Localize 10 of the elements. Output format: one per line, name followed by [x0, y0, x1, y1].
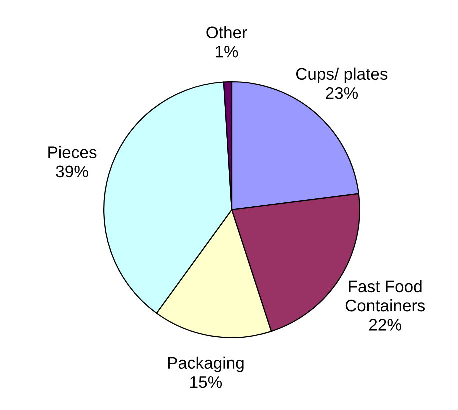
slice-label: Fast Food Containers [346, 280, 426, 312]
slice-label: Cups/ plates [296, 68, 388, 84]
data-label: 15% [190, 376, 222, 388]
slice-label: Other [206, 26, 248, 39]
data-label: 39% [56, 166, 88, 178]
data-label: 22% [370, 319, 402, 331]
data-label: 1% [216, 46, 238, 58]
slice-label: Pieces [48, 146, 97, 158]
data-label: 23% [326, 87, 358, 100]
slice-label: Packaging [168, 356, 244, 372]
